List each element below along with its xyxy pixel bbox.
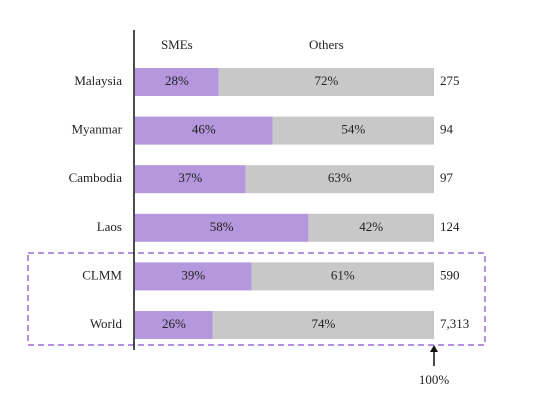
value-label: 46% — [192, 122, 216, 137]
total-label: 94 — [440, 122, 454, 137]
category-label: Myanmar — [71, 122, 122, 137]
value-label: 54% — [341, 122, 365, 137]
bar-segment — [135, 68, 219, 96]
category-label: World — [90, 316, 123, 331]
bar-segment — [308, 213, 434, 242]
total-label: 97 — [440, 170, 454, 185]
value-label: 72% — [314, 73, 338, 88]
bar-segment — [135, 165, 246, 194]
series-header: Others — [309, 37, 344, 52]
value-label: 61% — [331, 267, 355, 282]
value-label: 37% — [178, 170, 202, 185]
value-label: 26% — [162, 316, 186, 331]
total-label: 7,313 — [440, 316, 469, 331]
bar-segment — [135, 116, 273, 145]
value-label: 28% — [165, 73, 189, 88]
category-label: Malaysia — [74, 73, 122, 88]
bar-segment — [135, 311, 213, 339]
bar-segment — [218, 68, 434, 96]
bar-segment — [135, 213, 309, 242]
arrow-head — [430, 345, 438, 352]
category-label: CLMM — [82, 267, 122, 282]
highlight-box — [27, 252, 486, 346]
value-label: 63% — [328, 170, 352, 185]
series-header: SMEs — [161, 37, 193, 52]
bar-segment — [251, 262, 434, 291]
total-label: 124 — [440, 219, 460, 234]
total-label: 590 — [440, 267, 460, 282]
value-label: 42% — [359, 219, 383, 234]
bar-segment — [212, 311, 434, 339]
category-label: Cambodia — [69, 170, 123, 185]
value-label: 74% — [311, 316, 335, 331]
value-label: 39% — [181, 267, 205, 282]
bar-segment — [245, 165, 434, 194]
category-label: Laos — [97, 219, 122, 234]
total-label: 275 — [440, 73, 460, 88]
annotation-label: 100% — [419, 372, 450, 387]
value-label: 58% — [210, 219, 234, 234]
bar-segment — [135, 262, 252, 291]
bar-segment — [272, 116, 434, 145]
